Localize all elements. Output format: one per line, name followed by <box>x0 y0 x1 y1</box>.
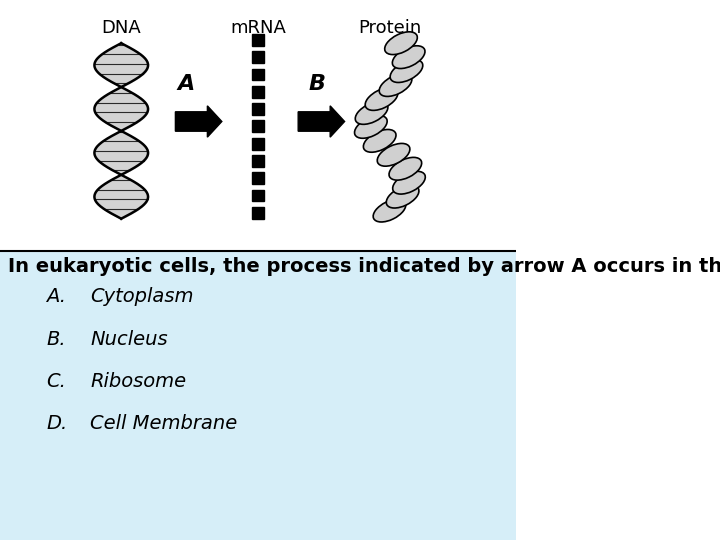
Text: Cell Membrane: Cell Membrane <box>90 414 238 433</box>
Text: Cytoplasm: Cytoplasm <box>90 287 194 307</box>
Text: B: B <box>309 73 325 94</box>
Bar <box>252 190 264 201</box>
Bar <box>252 103 264 115</box>
Ellipse shape <box>355 102 388 124</box>
Text: A.: A. <box>46 287 66 307</box>
Bar <box>252 86 264 98</box>
Ellipse shape <box>365 87 398 110</box>
Bar <box>252 155 264 167</box>
Text: C.: C. <box>46 372 66 391</box>
Bar <box>252 138 264 150</box>
Text: A: A <box>177 73 194 94</box>
Ellipse shape <box>389 157 422 180</box>
Ellipse shape <box>384 32 418 55</box>
Bar <box>252 51 264 63</box>
Text: DNA: DNA <box>102 19 141 37</box>
Text: In eukaryotic cells, the process indicated by arrow A occurs in the —: In eukaryotic cells, the process indicat… <box>8 256 720 275</box>
Text: Nucleus: Nucleus <box>90 329 168 349</box>
Bar <box>0 251 516 540</box>
Bar <box>252 172 264 184</box>
Bar <box>252 120 264 132</box>
Ellipse shape <box>373 199 406 222</box>
Text: D.: D. <box>46 414 68 433</box>
Ellipse shape <box>387 185 419 208</box>
Ellipse shape <box>390 60 423 83</box>
FancyArrow shape <box>176 106 222 137</box>
Ellipse shape <box>354 116 387 138</box>
Text: mRNA: mRNA <box>230 19 286 37</box>
Text: B.: B. <box>46 329 66 349</box>
Bar <box>0 0 516 251</box>
Bar <box>252 207 264 219</box>
Ellipse shape <box>377 144 410 166</box>
Bar <box>252 69 264 80</box>
Text: Ribosome: Ribosome <box>90 372 186 391</box>
Ellipse shape <box>364 130 396 152</box>
Ellipse shape <box>379 73 412 97</box>
Text: Protein: Protein <box>358 19 421 37</box>
Ellipse shape <box>392 46 425 69</box>
Bar <box>252 34 264 46</box>
FancyArrow shape <box>298 106 345 137</box>
Ellipse shape <box>392 171 426 194</box>
